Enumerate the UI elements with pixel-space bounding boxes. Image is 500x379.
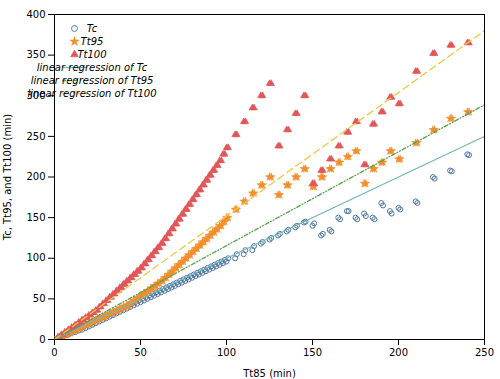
svg-text:linear regression of Tt100: linear regression of Tt100 xyxy=(27,88,156,99)
svg-text:linear regression of Tt95: linear regression of Tt95 xyxy=(31,75,154,86)
svg-text:Tc: Tc xyxy=(87,23,98,34)
svg-text:250: 250 xyxy=(475,347,494,358)
svg-text:Tt85 (min): Tt85 (min) xyxy=(242,368,296,379)
svg-text:0: 0 xyxy=(51,347,57,358)
svg-text:200: 200 xyxy=(26,171,45,182)
svg-text:Tc, Tt95, and Tt100 (min): Tc, Tt95, and Tt100 (min) xyxy=(2,114,13,241)
svg-text:100: 100 xyxy=(26,252,45,263)
svg-text:150: 150 xyxy=(26,212,45,223)
svg-text:200: 200 xyxy=(389,347,408,358)
svg-text:250: 250 xyxy=(26,131,45,142)
svg-text:linear regression of Tc: linear regression of Tc xyxy=(37,62,148,73)
svg-text:100: 100 xyxy=(217,347,236,358)
svg-text:Tt100: Tt100 xyxy=(77,49,106,60)
svg-text:50: 50 xyxy=(33,293,46,304)
svg-text:0: 0 xyxy=(39,334,45,345)
svg-text:50: 50 xyxy=(134,347,147,358)
svg-text:150: 150 xyxy=(303,347,322,358)
svg-text:350: 350 xyxy=(26,49,45,60)
svg-text:400: 400 xyxy=(26,9,45,20)
svg-text:Tt95: Tt95 xyxy=(81,36,104,47)
